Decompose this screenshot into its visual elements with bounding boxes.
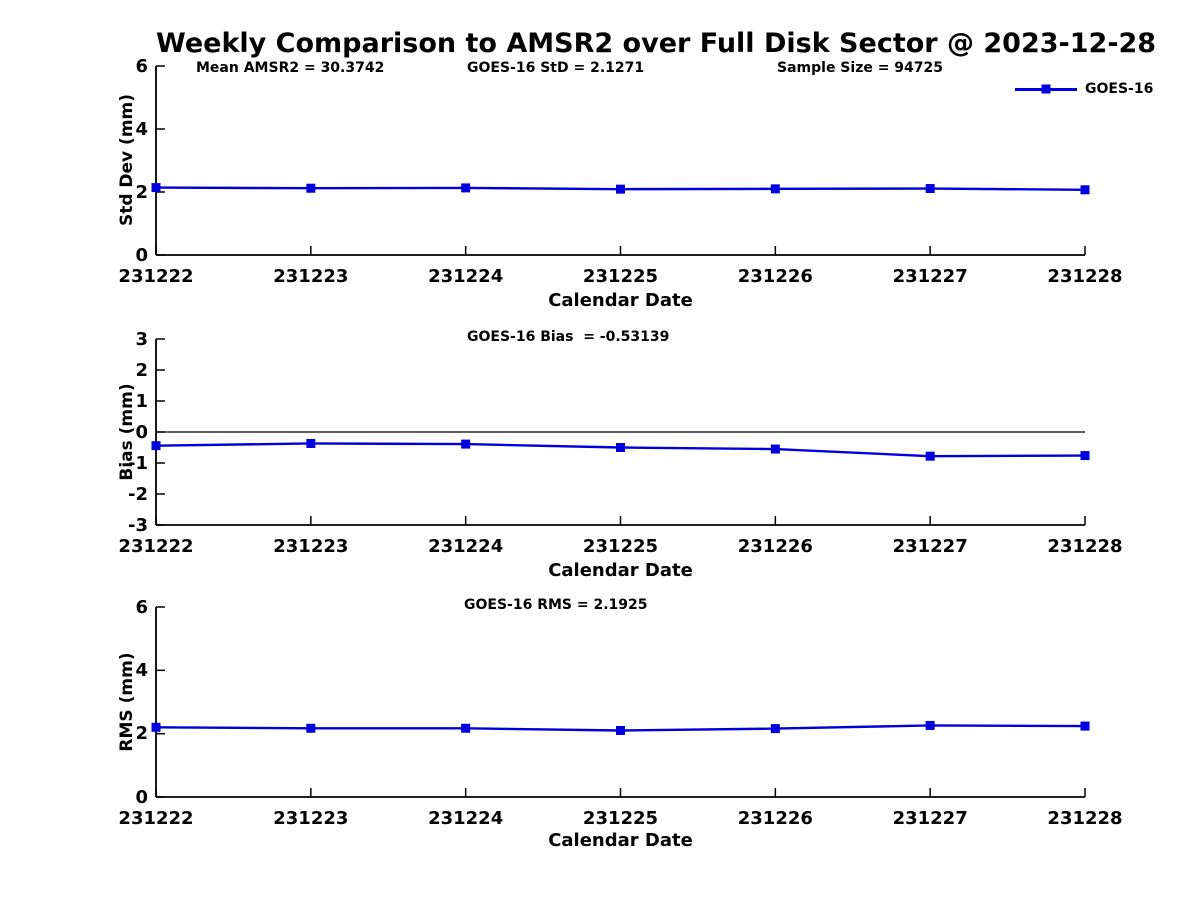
std-dev-data-point-marker — [1080, 185, 1090, 195]
rms-x-tick-label: 231226 — [737, 808, 813, 829]
std-dev-x-tick-label: 231228 — [1047, 266, 1123, 287]
std-dev-data-point-marker — [925, 184, 935, 194]
std-dev-data-point-marker — [770, 184, 780, 194]
x-axis-label-std-dev: Calendar Date — [548, 290, 693, 311]
bias-data-point-marker — [151, 441, 161, 451]
bias-data-point-marker — [770, 444, 780, 454]
rms-data-point-marker — [306, 723, 316, 733]
x-axis-label-bias: Calendar Date — [548, 560, 693, 581]
bias-x-tick-label: 231223 — [273, 536, 349, 557]
rms-data-point-marker — [925, 720, 935, 730]
std-dev-y-tick-label: 4 — [135, 118, 148, 140]
rms-data-point-marker — [616, 726, 625, 735]
std-dev-x-tick-label: 231227 — [892, 266, 968, 287]
bias-y-tick-label: 0 — [135, 421, 148, 443]
std-dev-x-tick-label: 231224 — [428, 266, 504, 287]
subplot-bias-title: GOES-16 Bias = -0.53139 — [467, 329, 670, 345]
bias-y-tick-label: -3 — [128, 514, 148, 536]
std-dev-x-tick-label: 231225 — [582, 266, 659, 287]
std-dev-y-tick-label: 6 — [135, 55, 148, 77]
rms-data-point-marker — [461, 723, 471, 733]
rms-x-tick-label: 231223 — [273, 808, 349, 829]
std-dev-data-point-marker — [151, 183, 161, 193]
annotation-goes16-std: GOES-16 StD = 2.1271 — [467, 60, 645, 76]
rms-y-tick-label: 0 — [135, 786, 148, 808]
bias-x-tick-label: 231225 — [582, 536, 659, 557]
std-dev-x-tick-label: 231223 — [273, 266, 349, 287]
bias-data-point-marker — [461, 439, 471, 449]
bias-y-tick-label: 1 — [135, 390, 148, 412]
std-dev-y-tick-label: 2 — [135, 181, 148, 203]
std-dev-data-point-marker — [306, 183, 316, 193]
bias-x-tick-label: 231227 — [892, 536, 968, 557]
std-dev-data-point-marker — [461, 183, 471, 193]
bias-y-tick-label: -1 — [128, 452, 148, 474]
rms-x-tick-label: 231222 — [118, 808, 194, 829]
std-dev-y-tick-label: 0 — [135, 244, 148, 266]
rms-x-tick-label: 231224 — [428, 808, 504, 829]
bias-data-point-marker — [306, 438, 316, 448]
x-axis-label-rms: Calendar Date — [548, 830, 693, 851]
rms-data-point-marker — [151, 722, 161, 732]
rms-y-tick-label: 2 — [135, 723, 148, 745]
rms-y-tick-label: 6 — [135, 596, 148, 618]
std-dev-x-tick-label: 231222 — [118, 266, 194, 287]
bias-y-tick-label: 3 — [135, 328, 148, 350]
std-dev-x-tick-label: 231226 — [737, 266, 813, 287]
rms-x-tick-label: 231227 — [892, 808, 968, 829]
subplot-rms-title: GOES-16 RMS = 2.1925 — [464, 597, 648, 613]
rms-x-tick-label: 231225 — [582, 808, 659, 829]
legend: GOES-16 — [1015, 81, 1153, 97]
bias-data-point-marker — [925, 451, 935, 461]
rms-y-tick-label: 4 — [135, 659, 148, 681]
legend-square-marker-icon — [1041, 84, 1051, 94]
annotation-sample-size: Sample Size = 94725 — [777, 60, 944, 76]
bias-x-tick-label: 231226 — [737, 536, 813, 557]
bias-y-tick-label: -2 — [128, 483, 148, 505]
bias-x-tick-label: 231228 — [1047, 536, 1123, 557]
std-dev-data-point-marker — [616, 184, 625, 194]
bias-x-tick-label: 231224 — [428, 536, 504, 557]
bias-x-tick-label: 231222 — [118, 536, 194, 557]
bias-data-point-marker — [1080, 451, 1090, 461]
bias-y-tick-label: 2 — [135, 359, 148, 381]
legend-label: GOES-16 — [1085, 81, 1154, 97]
rms-data-point-marker — [770, 724, 780, 734]
annotation-mean-amsr2: Mean AMSR2 = 30.3742 — [196, 60, 385, 76]
y-axis-label-std-dev: Std Dev (mm) — [117, 93, 137, 227]
rms-x-tick-label: 231228 — [1047, 808, 1123, 829]
figure-title: Weekly Comparison to AMSR2 over Full Dis… — [156, 28, 1157, 59]
bias-data-point-marker — [616, 443, 625, 452]
legend-line-sample — [1015, 84, 1077, 94]
rms-data-point-marker — [1080, 721, 1090, 731]
